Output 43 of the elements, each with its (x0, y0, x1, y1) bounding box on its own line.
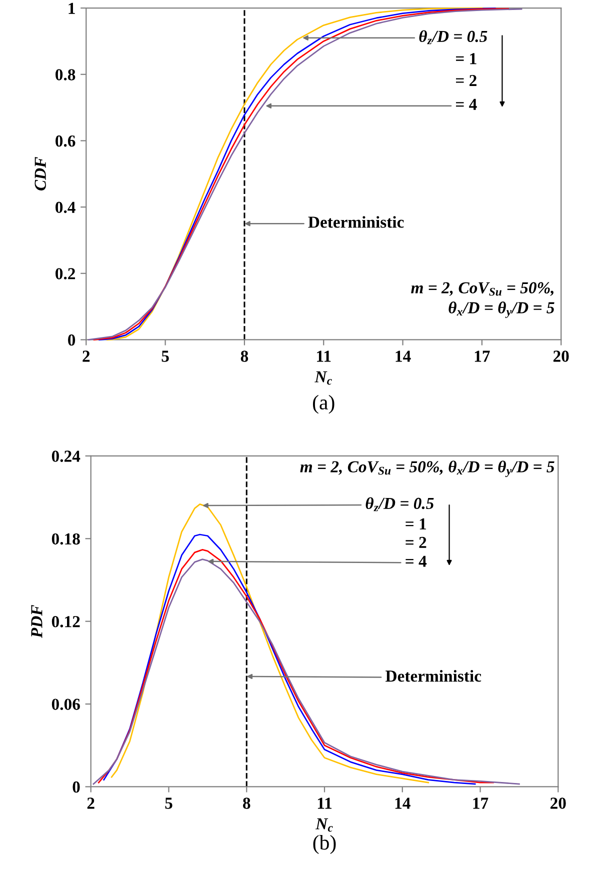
x-tick-label: 20 (550, 798, 566, 809)
x-tick-label: 11 (317, 350, 331, 362)
x-tick-label: 17 (474, 350, 490, 362)
y-tick-label: 1 (68, 2, 75, 14)
annotation: m = 2, CoV$_{Su}$ = 50%, θ$_{x}$/D = θ$_{y}$/D = 5 (300, 460, 554, 478)
annotation: θ$_{z}$/D = 0.5 (366, 497, 434, 512)
y-tick-label: 0.8 (56, 69, 76, 80)
x-tick-label: 17 (473, 798, 488, 809)
x-tick-label: 2 (82, 350, 90, 362)
x-tick-label: 8 (240, 350, 248, 362)
y-tick-label: 0.6 (56, 135, 76, 147)
text: m = 2, CoV$_{Su}$ = 50%, θ$_{x}$/D = θ$_{y}$/D = 5 (411, 282, 554, 318)
annotation: = 1 (406, 518, 426, 530)
y-tick-label: 0.06 (52, 698, 80, 710)
y-tick-label: 0 (68, 334, 76, 346)
y-tick-label: 0 (72, 781, 80, 793)
y-axis-title: PDF (31, 604, 42, 638)
annotation: Deterministic (386, 670, 482, 682)
text: (a) (312, 394, 334, 414)
y-tick-label: 0.18 (52, 533, 80, 545)
annotation: Deterministic (308, 216, 404, 228)
x-tick-label: 5 (165, 798, 172, 809)
x-tick-label: 14 (396, 350, 411, 362)
x-axis-title: N$_{c}$ (315, 818, 333, 832)
annotation: = 2 (456, 74, 476, 86)
x-tick-label: 11 (318, 798, 332, 809)
annotation: θ$_{z}$/D = 0.5 (419, 30, 488, 44)
x-tick-label: 5 (162, 350, 169, 362)
y-tick-label: 0.4 (56, 202, 76, 214)
annotation: = 4 (456, 98, 477, 110)
x-tick-label: 20 (553, 350, 569, 362)
y-tick-label: 0.2 (56, 268, 76, 280)
text: (b) (313, 835, 336, 854)
annotation: = 2 (406, 536, 426, 548)
x-tick-label: 8 (243, 798, 250, 809)
x-axis-title: N$_{c}$ (314, 371, 332, 385)
y-axis-title: CDF (34, 157, 46, 190)
y-tick-label: 0.12 (52, 616, 80, 628)
y-tick-label: 0.24 (52, 450, 80, 462)
annotation: = 4 (406, 556, 427, 567)
x-tick-label: 14 (395, 798, 410, 809)
annotation: = 1 (456, 53, 476, 64)
x-tick-label: 2 (87, 798, 94, 809)
